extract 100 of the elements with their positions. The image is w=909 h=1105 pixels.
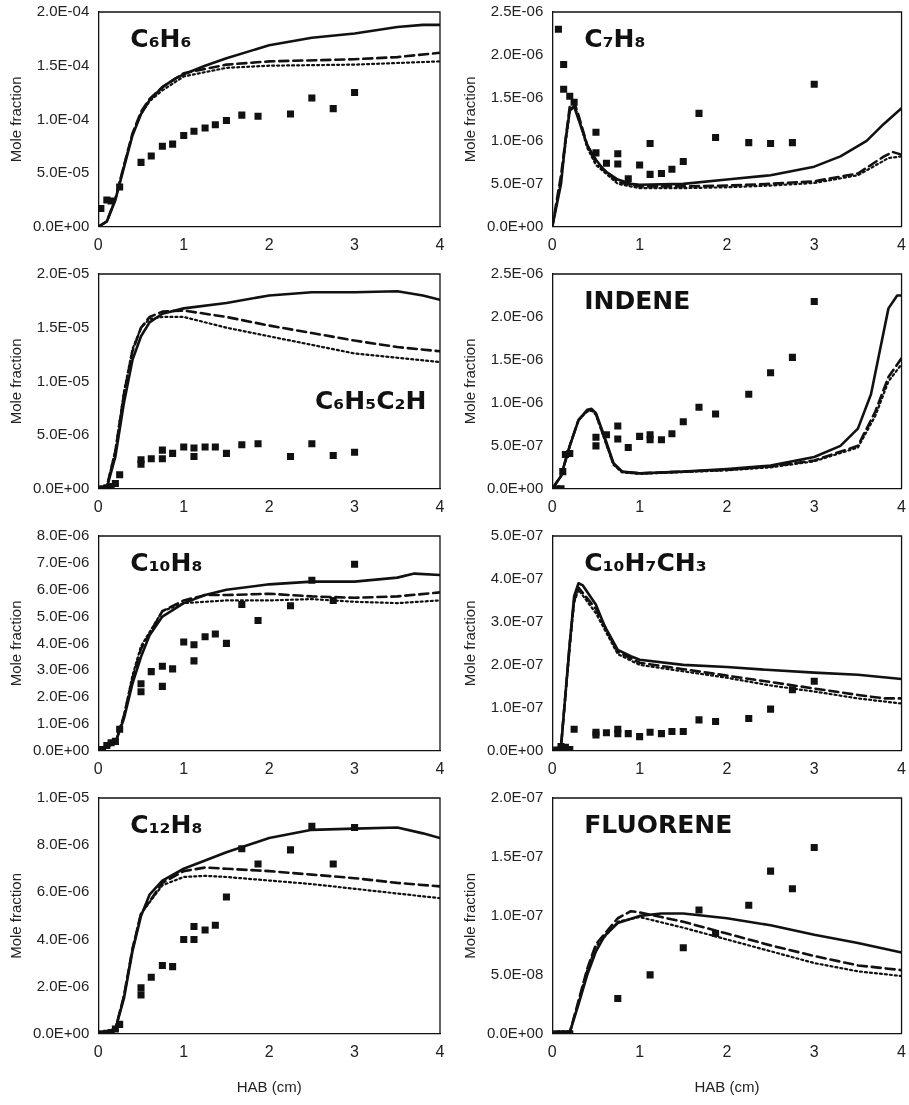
y-axis-title: Mole fraction bbox=[7, 338, 25, 425]
y-tick-label: 2.0E-07 bbox=[490, 788, 544, 806]
x-tick-label: 0 bbox=[93, 759, 103, 777]
y-tick-label: 1.0E-06 bbox=[36, 714, 90, 732]
y-tick-label: 1.5E-06 bbox=[490, 88, 544, 106]
text: C₁₂H₈ bbox=[130, 810, 203, 839]
text: C₁₀H₇CH₃ bbox=[584, 548, 707, 577]
y-tick-label: 8.0E-06 bbox=[36, 835, 90, 853]
x-axis-title: HAB (cm) bbox=[236, 1078, 302, 1096]
y-tick-label: 5.0E-05 bbox=[36, 163, 90, 181]
y-axis-title: Mole fraction bbox=[461, 872, 479, 959]
y-tick-label: 5.0E-07 bbox=[490, 173, 544, 191]
y-tick-label: 2.0E-06 bbox=[490, 45, 544, 63]
x-tick-label: 1 bbox=[179, 497, 189, 515]
x-tick-label: 1 bbox=[179, 759, 189, 777]
x-tick-label: 3 bbox=[350, 1042, 360, 1060]
y-tick-label: 1.5E-05 bbox=[36, 317, 90, 335]
x-tick-label: 3 bbox=[809, 235, 819, 253]
y-axis-title: Mole fraction bbox=[461, 76, 479, 163]
y-tick-label: 1.0E-06 bbox=[490, 131, 544, 149]
x-axis-title: HAB (cm) bbox=[694, 1078, 760, 1096]
x-tick-label: 0 bbox=[547, 759, 557, 777]
y-tick-label: 2.0E-06 bbox=[490, 307, 544, 325]
x-tick-label: 2 bbox=[722, 1042, 732, 1060]
y-tick-label: 5.0E-07 bbox=[490, 526, 544, 544]
text: FLUORENE bbox=[584, 810, 733, 839]
x-tick-label: 0 bbox=[93, 1042, 103, 1060]
x-tick-label: 2 bbox=[264, 759, 274, 777]
text: C₇H₈ bbox=[584, 24, 646, 53]
y-tick-label: 0.0E+00 bbox=[486, 216, 544, 234]
y-axis-title: Mole fraction bbox=[461, 338, 479, 425]
x-tick-label: 1 bbox=[635, 235, 645, 253]
y-tick-label: 5.0E-06 bbox=[36, 425, 90, 443]
y-tick-label: 2.5E-06 bbox=[490, 264, 544, 282]
y-tick-label: 6.0E-06 bbox=[36, 579, 90, 597]
y-tick-label: 5.0E-08 bbox=[490, 964, 544, 982]
x-tick-label: 0 bbox=[93, 497, 103, 515]
x-tick-label: 2 bbox=[264, 1042, 274, 1060]
y-tick-label: 4.0E-06 bbox=[36, 929, 90, 947]
x-tick-label: 2 bbox=[722, 497, 732, 515]
y-tick-label: 4.0E-06 bbox=[36, 633, 90, 651]
y-tick-label: 0.0E+00 bbox=[32, 1023, 90, 1041]
y-tick-label: 2.0E-06 bbox=[36, 687, 90, 705]
y-tick-label: 1.0E-07 bbox=[490, 697, 544, 715]
x-tick-label: 4 bbox=[435, 759, 445, 777]
x-tick-label: 3 bbox=[809, 1042, 819, 1060]
y-tick-label: 0.0E+00 bbox=[486, 740, 544, 758]
y-tick-label: 1.5E-07 bbox=[490, 847, 544, 865]
y-tick-label: 5.0E-07 bbox=[490, 435, 544, 453]
y-tick-label: 2.5E-06 bbox=[490, 2, 544, 20]
text: INDENE bbox=[584, 286, 691, 315]
y-tick-label: 2.0E-04 bbox=[36, 2, 90, 20]
y-tick-label: 1.0E-05 bbox=[36, 371, 90, 389]
x-tick-label: 3 bbox=[350, 497, 360, 515]
x-tick-label: 1 bbox=[635, 497, 645, 515]
x-tick-label: 4 bbox=[897, 759, 907, 777]
x-tick-label: 2 bbox=[722, 759, 732, 777]
y-tick-label: 1.0E-06 bbox=[490, 393, 544, 411]
x-tick-label: 2 bbox=[722, 235, 732, 253]
x-tick-label: 4 bbox=[435, 497, 445, 515]
y-tick-label: 0.0E+00 bbox=[32, 478, 90, 496]
x-tick-label: 0 bbox=[547, 235, 557, 253]
y-tick-label: 6.0E-06 bbox=[36, 882, 90, 900]
x-tick-label: 1 bbox=[635, 759, 645, 777]
x-tick-label: 2 bbox=[264, 497, 274, 515]
x-tick-label: 4 bbox=[897, 235, 907, 253]
y-tick-label: 4.0E-07 bbox=[490, 569, 544, 587]
y-tick-label: 1.0E-05 bbox=[36, 788, 90, 806]
y-axis-title: Mole fraction bbox=[7, 76, 25, 163]
x-tick-label: 3 bbox=[350, 235, 360, 253]
text: C₆H₆ bbox=[130, 24, 192, 53]
x-tick-label: 3 bbox=[350, 759, 360, 777]
x-tick-label: 4 bbox=[897, 1042, 907, 1060]
x-tick-label: 1 bbox=[635, 1042, 645, 1060]
x-tick-label: 3 bbox=[809, 759, 819, 777]
y-tick-label: 1.0E-07 bbox=[490, 906, 544, 924]
x-tick-label: 1 bbox=[179, 235, 189, 253]
y-tick-label: 0.0E+00 bbox=[486, 1023, 544, 1041]
y-tick-label: 2.0E-05 bbox=[36, 264, 90, 282]
y-axis-title: Mole fraction bbox=[7, 872, 25, 959]
x-tick-label: 0 bbox=[93, 235, 103, 253]
x-tick-label: 1 bbox=[179, 1042, 189, 1060]
x-tick-label: 2 bbox=[264, 235, 274, 253]
y-tick-label: 1.5E-06 bbox=[490, 350, 544, 368]
x-tick-label: 0 bbox=[547, 1042, 557, 1060]
y-axis-title: Mole fraction bbox=[7, 600, 25, 687]
x-tick-label: 4 bbox=[897, 497, 907, 515]
y-tick-label: 1.0E-04 bbox=[36, 109, 90, 127]
y-tick-label: 2.0E-07 bbox=[490, 655, 544, 673]
text: C₆H₅C₂H bbox=[315, 385, 427, 415]
y-tick-label: 2.0E-06 bbox=[36, 976, 90, 994]
y-tick-label: 3.0E-07 bbox=[490, 612, 544, 630]
y-axis-title: Mole fraction bbox=[461, 600, 479, 687]
y-tick-label: 8.0E-06 bbox=[36, 526, 90, 544]
y-tick-label: 5.0E-06 bbox=[36, 606, 90, 624]
y-tick-label: 7.0E-06 bbox=[36, 552, 90, 570]
y-tick-label: 0.0E+00 bbox=[32, 740, 90, 758]
x-tick-label: 4 bbox=[435, 1042, 445, 1060]
x-tick-label: 4 bbox=[435, 235, 445, 253]
y-tick-label: 0.0E+00 bbox=[32, 216, 90, 234]
